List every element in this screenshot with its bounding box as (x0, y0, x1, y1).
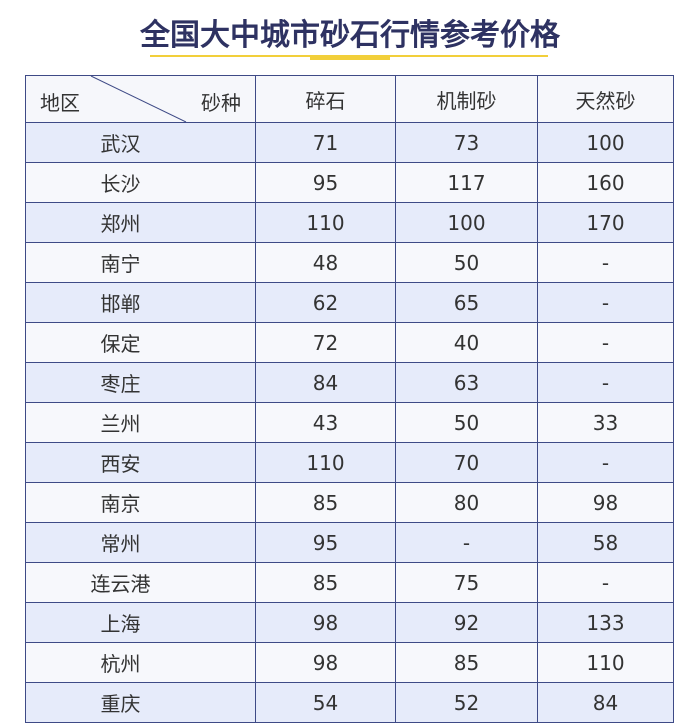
sand-type-label: 砂种 (201, 91, 241, 115)
price-cell: - (395, 522, 538, 563)
region-cell: 郑州 (25, 202, 256, 243)
table-row: 长沙 95 117 160 (25, 162, 674, 203)
table-row: 保定 72 40- (25, 322, 674, 363)
price-cell: 73 (395, 122, 538, 163)
price-cell: 95 (255, 162, 396, 203)
header-row: 地区 砂种 碎石 机制砂 天然砂 (25, 75, 674, 123)
price-cell: 100 (537, 122, 674, 163)
price-table: 地区 砂种 碎石 机制砂 天然砂 武汉 71 73 100 长沙 95 117 160 郑州 11… (25, 75, 674, 723)
price-cell: 65 (395, 282, 538, 323)
price-cell: 71 (255, 122, 396, 163)
table-row: 重庆 54 52 84 (25, 682, 674, 723)
table-row: 枣庄 84 63- (25, 362, 674, 403)
table-row: 连云港 85 75- (25, 562, 674, 603)
price-cell: 133 (537, 602, 674, 643)
price-cell: 100 (395, 202, 538, 243)
price-cell: 85 (395, 642, 538, 683)
region-cell: 南京 (25, 482, 256, 523)
region-cell: 重庆 (25, 682, 256, 723)
price-cell: - (537, 282, 674, 323)
price-cell: 92 (395, 602, 538, 643)
table-row: 兰州 43 50 33 (25, 402, 674, 443)
price-cell: - (537, 562, 674, 603)
price-cell: 117 (395, 162, 538, 203)
corner-header: 地区 砂种 (25, 75, 256, 123)
region-cell: 上海 (25, 602, 256, 643)
price-cell: 98 (537, 482, 674, 523)
price-cell: - (537, 322, 674, 363)
price-cell: 160 (537, 162, 674, 203)
price-cell: 110 (255, 442, 396, 483)
region-cell: 保定 (25, 322, 256, 363)
table-row: 杭州 98 85 110 (25, 642, 674, 683)
region-cell: 兰州 (25, 402, 256, 443)
table-row: 西安 110 70- (25, 442, 674, 483)
price-cell: - (537, 442, 674, 483)
price-cell: 110 (537, 642, 674, 683)
price-cell: 54 (255, 682, 396, 723)
price-cell: 85 (255, 562, 396, 603)
price-cell: 84 (537, 682, 674, 723)
region-cell: 武汉 (25, 122, 256, 163)
price-cell: 70 (395, 442, 538, 483)
region-cell: 杭州 (25, 642, 256, 683)
table-row: 邯郸 62 65- (25, 282, 674, 323)
column-header: 天然砂 (537, 75, 674, 123)
price-cell: 50 (395, 402, 538, 443)
table-row: 郑州 110 100 170 (25, 202, 674, 243)
price-cell: 62 (255, 282, 396, 323)
price-cell: 48 (255, 242, 396, 283)
region-cell: 枣庄 (25, 362, 256, 403)
price-cell: - (537, 362, 674, 403)
region-cell: 常州 (25, 522, 256, 563)
region-cell: 连云港 (25, 562, 256, 603)
price-cell: 52 (395, 682, 538, 723)
region-label: 地区 (40, 91, 80, 115)
price-cell: 72 (255, 322, 396, 363)
price-cell: 85 (255, 482, 396, 523)
table-row: 南宁 48 50- (25, 242, 674, 283)
column-header: 碎石 (255, 75, 396, 123)
price-cell: 84 (255, 362, 396, 403)
region-cell: 长沙 (25, 162, 256, 203)
price-cell: 110 (255, 202, 396, 243)
price-cell: 58 (537, 522, 674, 563)
price-cell: - (537, 242, 674, 283)
table-row: 常州 95-58 (25, 522, 674, 563)
price-cell: 63 (395, 362, 538, 403)
column-header: 机制砂 (395, 75, 538, 123)
table-row: 南京 85 80 98 (25, 482, 674, 523)
region-cell: 南宁 (25, 242, 256, 283)
price-cell: 170 (537, 202, 674, 243)
region-cell: 邯郸 (25, 282, 256, 323)
price-cell: 40 (395, 322, 538, 363)
price-cell: 43 (255, 402, 396, 443)
price-cell: 80 (395, 482, 538, 523)
price-cell: 75 (395, 562, 538, 603)
price-cell: 98 (255, 602, 396, 643)
price-cell: 50 (395, 242, 538, 283)
title-underline-accent (310, 55, 390, 60)
price-cell: 95 (255, 522, 396, 563)
page-title: 全国大中城市砂石行情参考价格 (140, 18, 560, 53)
region-cell: 西安 (25, 442, 256, 483)
table-row: 上海 98 92 133 (25, 602, 674, 643)
diagonal-divider (90, 76, 187, 122)
price-cell: 98 (255, 642, 396, 683)
table-row: 武汉 71 73 100 (25, 122, 674, 163)
price-cell: 33 (537, 402, 674, 443)
